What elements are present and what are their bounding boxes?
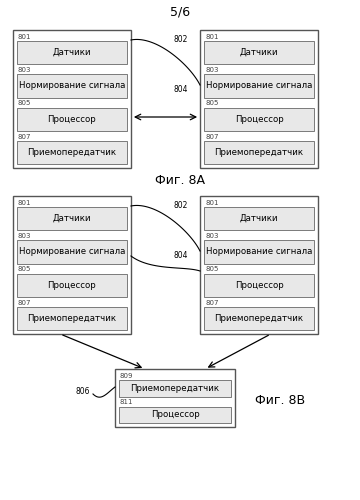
Bar (200, 30, 318, 168)
Text: 809: 809 (120, 373, 134, 379)
Text: 807: 807 (18, 300, 32, 306)
Text: Датчики: Датчики (240, 48, 278, 57)
Text: Приемопередатчик: Приемопередатчик (27, 314, 117, 323)
Text: 811: 811 (120, 400, 134, 406)
Text: Приемопередатчик: Приемопередатчик (27, 148, 117, 157)
Bar (204, 207, 314, 230)
Bar (17, 274, 127, 296)
Bar (13, 30, 131, 168)
Bar (204, 240, 314, 264)
Text: 803: 803 (205, 67, 219, 73)
Bar (204, 306, 314, 330)
Text: 807: 807 (205, 134, 219, 140)
Text: 801: 801 (18, 34, 32, 40)
Bar (204, 274, 314, 296)
Text: 801: 801 (205, 34, 219, 40)
Text: Процессор: Процессор (48, 114, 96, 124)
Text: 803: 803 (205, 233, 219, 239)
Bar (17, 207, 127, 230)
Text: 801: 801 (18, 200, 32, 206)
Bar (17, 108, 127, 130)
Bar (17, 306, 127, 330)
Text: 803: 803 (18, 233, 32, 239)
Bar (200, 196, 318, 334)
Text: Процессор: Процессор (235, 114, 283, 124)
Text: Приемопередатчик: Приемопередатчик (215, 148, 303, 157)
Text: Датчики: Датчики (53, 214, 91, 223)
Text: Нормирование сигнала: Нормирование сигнала (206, 82, 312, 90)
Text: Фиг. 8А: Фиг. 8А (155, 174, 205, 186)
Text: Нормирование сигнала: Нормирование сигнала (206, 248, 312, 256)
Bar (119, 406, 231, 423)
Bar (17, 74, 127, 98)
Text: 806: 806 (76, 386, 90, 396)
Bar (204, 141, 314, 164)
Text: Приемопередатчик: Приемопередатчик (130, 384, 220, 393)
Text: Датчики: Датчики (53, 48, 91, 57)
Text: 805: 805 (205, 100, 219, 106)
Bar (204, 74, 314, 98)
Bar (204, 108, 314, 130)
Text: 805: 805 (18, 100, 31, 106)
Bar (204, 41, 314, 64)
Bar (17, 41, 127, 64)
Text: Процессор: Процессор (235, 280, 283, 289)
Text: 802: 802 (174, 35, 188, 44)
Text: 804: 804 (174, 86, 188, 94)
Text: Датчики: Датчики (240, 214, 278, 223)
Text: Приемопередатчик: Приемопередатчик (215, 314, 303, 323)
Text: 805: 805 (205, 266, 219, 272)
Text: 804: 804 (174, 252, 188, 260)
Text: 802: 802 (174, 201, 188, 210)
Text: Нормирование сигнала: Нормирование сигнала (19, 248, 125, 256)
Text: Процессор: Процессор (48, 280, 96, 289)
Bar (115, 369, 235, 427)
Bar (119, 380, 231, 396)
Text: 803: 803 (18, 67, 32, 73)
Bar (17, 141, 127, 164)
Bar (13, 196, 131, 334)
Text: Нормирование сигнала: Нормирование сигнала (19, 82, 125, 90)
Text: Фиг. 8В: Фиг. 8В (255, 394, 305, 407)
Text: Процессор: Процессор (150, 410, 199, 419)
Text: 807: 807 (18, 134, 32, 140)
Bar (17, 240, 127, 264)
Text: 807: 807 (205, 300, 219, 306)
Text: 801: 801 (205, 200, 219, 206)
Text: 5/6: 5/6 (170, 6, 190, 18)
Text: 805: 805 (18, 266, 31, 272)
